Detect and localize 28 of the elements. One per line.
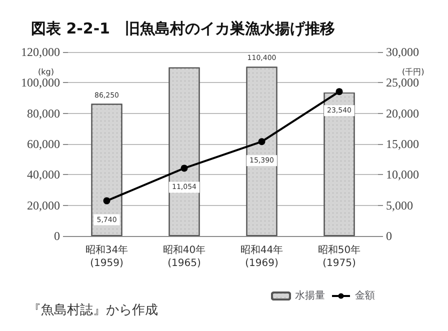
x-tick-label: 昭和44年 (1969) bbox=[240, 244, 284, 269]
y-tick-label: 100,000 bbox=[21, 76, 60, 90]
y2-tick-label: 0 bbox=[386, 229, 392, 243]
y-axis-title: (kg) bbox=[38, 68, 54, 76]
point bbox=[103, 197, 110, 204]
point bbox=[180, 164, 188, 172]
legend-label: 水揚量 bbox=[295, 290, 325, 302]
x-tick-label: 昭和34年 (1959) bbox=[85, 244, 128, 269]
point bbox=[336, 88, 343, 96]
text: 『魚島村誌』から作成 bbox=[28, 303, 158, 318]
legend-label: 金額 bbox=[355, 290, 375, 302]
point bbox=[258, 138, 266, 146]
x-tick-label: 昭和40年 (1965) bbox=[162, 244, 206, 269]
chart-title: 図表 2-2-1 旧魚島村のイカ巣漁水揚げ推移 bbox=[31, 20, 335, 38]
y2-axis-title: (千円) bbox=[402, 68, 424, 76]
y-tick-label: 120,000 bbox=[21, 45, 60, 59]
y-tick-label: 20,000 bbox=[27, 198, 60, 212]
y-tick-label: 60,000 bbox=[27, 137, 60, 151]
y-tick-label: 40,000 bbox=[27, 168, 60, 182]
y2-tick-label: 30,000 bbox=[386, 45, 419, 59]
y2-tick-label: 20,000 bbox=[386, 106, 419, 120]
y2-tick-label: 15,000 bbox=[386, 137, 419, 151]
y2-tick-label: 10,000 bbox=[386, 168, 419, 182]
y2-tick-label: 5,000 bbox=[386, 198, 413, 212]
y2-tick-label: 25,000 bbox=[386, 76, 419, 90]
y-tick-label: 80,000 bbox=[27, 106, 60, 120]
y-tick-label: 0 bbox=[54, 229, 60, 243]
x-tick-label: 昭和50年 (1975) bbox=[318, 244, 361, 269]
